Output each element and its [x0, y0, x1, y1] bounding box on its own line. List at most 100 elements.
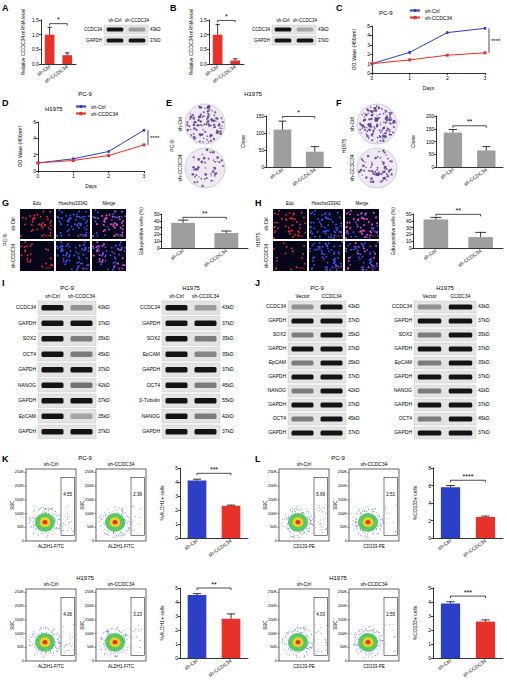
- svg-text:sh-CCDC34: sh-CCDC34: [11, 243, 16, 268]
- svg-text:CCDC34: CCDC34: [84, 27, 103, 32]
- svg-text:3: 3: [367, 42, 370, 48]
- svg-text:sh-Ctrl: sh-Ctrl: [297, 581, 312, 587]
- svg-text:150K: 150K: [268, 497, 278, 502]
- svg-text:50K: 50K: [17, 644, 24, 649]
- svg-text:****: ****: [463, 473, 474, 480]
- svg-text:Merge: Merge: [356, 201, 369, 206]
- svg-text:sh-Ctrl: sh-Ctrl: [422, 248, 438, 261]
- svg-text:SSC: SSC: [10, 500, 15, 510]
- svg-text:1: 1: [428, 641, 431, 647]
- svg-text:1: 1: [72, 173, 75, 179]
- svg-text:37kD: 37kD: [222, 366, 234, 372]
- svg-text:2: 2: [33, 152, 36, 158]
- svg-text:sh-CCDC34: sh-CCDC34: [264, 243, 269, 268]
- svg-text:35kD: 35kD: [348, 359, 360, 365]
- svg-text:ALDH1-FITC: ALDH1-FITC: [108, 664, 135, 669]
- svg-text:37kD: 37kD: [150, 38, 161, 43]
- svg-text:2: 2: [428, 627, 431, 633]
- svg-text:GAPDH: GAPDH: [268, 401, 286, 407]
- svg-text:SOX2: SOX2: [273, 331, 287, 337]
- svg-text:CCDC34: CCDC34: [450, 293, 470, 299]
- svg-text:37kD: 37kD: [98, 397, 110, 403]
- svg-text:sh-CCDC34: sh-CCDC34: [177, 154, 183, 181]
- svg-text:K: K: [2, 454, 9, 464]
- svg-text:100K: 100K: [338, 511, 348, 516]
- svg-text:GAPDH: GAPDH: [394, 429, 412, 435]
- svg-text:Edu: Edu: [33, 201, 42, 206]
- svg-text:2: 2: [446, 75, 449, 81]
- svg-text:C: C: [336, 3, 343, 13]
- svg-text:37kD: 37kD: [98, 428, 110, 434]
- svg-text:****: ****: [150, 135, 160, 141]
- svg-text:sh-Ctrl: sh-Ctrl: [297, 461, 312, 467]
- svg-text:GAPDH: GAPDH: [268, 373, 286, 379]
- svg-text:0: 0: [92, 538, 95, 543]
- svg-text:100K: 100K: [15, 511, 25, 516]
- svg-text:EpCAM: EpCAM: [269, 359, 286, 365]
- svg-text:sh-Ctrl: sh-Ctrl: [44, 581, 59, 587]
- svg-text:200K: 200K: [338, 603, 348, 608]
- svg-text:3: 3: [143, 173, 146, 179]
- svg-text:1: 1: [367, 61, 370, 67]
- svg-text:H1975: H1975: [255, 232, 261, 247]
- svg-text:sh-CCDC34: sh-CCDC34: [108, 581, 135, 587]
- svg-text:H1975: H1975: [341, 138, 347, 153]
- svg-text:50K: 50K: [270, 644, 277, 649]
- svg-text:Vector: Vector: [422, 293, 437, 299]
- svg-text:200K: 200K: [15, 483, 25, 488]
- svg-text:200K: 200K: [338, 483, 348, 488]
- svg-text:H1975: H1975: [329, 575, 347, 581]
- svg-text:GAPDH: GAPDH: [18, 366, 36, 372]
- svg-text:sh-CCDC34: sh-CCDC34: [108, 461, 135, 467]
- svg-text:0: 0: [22, 658, 25, 663]
- svg-text:L: L: [255, 454, 261, 464]
- svg-text:4: 4: [175, 599, 178, 605]
- svg-text:50: 50: [154, 211, 160, 217]
- svg-text:CCDC34: CCDC34: [16, 304, 36, 310]
- svg-text:SOX2: SOX2: [147, 335, 161, 341]
- svg-text:37kD: 37kD: [348, 317, 360, 323]
- svg-text:4: 4: [175, 479, 178, 485]
- svg-text:GAPDH: GAPDH: [268, 429, 286, 435]
- svg-text:40: 40: [154, 218, 160, 224]
- svg-text:3.23: 3.23: [133, 612, 142, 617]
- svg-text:1.5: 1.5: [32, 17, 39, 23]
- svg-text:4: 4: [33, 135, 36, 141]
- svg-text:sh-Ctrl: sh-Ctrl: [439, 167, 455, 180]
- svg-text:37kD: 37kD: [478, 317, 490, 323]
- svg-text:CD133-PE: CD133-PE: [363, 664, 385, 669]
- svg-text:37kD: 37kD: [318, 38, 329, 43]
- svg-text:2: 2: [107, 173, 110, 179]
- svg-text:SSC: SSC: [263, 620, 268, 630]
- svg-text:GAPDH: GAPDH: [394, 345, 412, 351]
- svg-text:%CD133+ cells: %CD133+ cells: [412, 605, 418, 640]
- svg-text:150K: 150K: [338, 617, 348, 622]
- svg-text:37kD: 37kD: [98, 366, 110, 372]
- svg-text:200K: 200K: [85, 483, 95, 488]
- svg-text:3: 3: [175, 613, 178, 619]
- svg-text:45kD: 45kD: [98, 351, 110, 357]
- svg-text:EpCAM: EpCAM: [143, 351, 160, 357]
- svg-text:sh-Ctrl: sh-Ctrl: [349, 117, 355, 132]
- svg-text:A: A: [2, 3, 9, 13]
- svg-text:SSC: SSC: [263, 500, 268, 510]
- svg-text:150K: 150K: [85, 617, 95, 622]
- svg-text:ALDH1-FITC: ALDH1-FITC: [38, 664, 65, 669]
- svg-text:37kD: 37kD: [478, 373, 490, 379]
- svg-text:GAPDH: GAPDH: [142, 320, 160, 326]
- svg-text:H1975: H1975: [244, 91, 262, 97]
- svg-text:F: F: [336, 98, 342, 108]
- svg-text:37kD: 37kD: [348, 345, 360, 351]
- svg-text:Edu: Edu: [286, 201, 295, 206]
- svg-text:SSC: SSC: [80, 500, 85, 510]
- svg-text:**: **: [211, 581, 217, 588]
- svg-text:H1975: H1975: [76, 575, 94, 581]
- svg-text:100: 100: [256, 130, 265, 136]
- svg-text:E: E: [166, 98, 172, 108]
- svg-text:sh-CCDC34: sh-CCDC34: [361, 461, 388, 467]
- svg-text:8: 8: [428, 465, 431, 471]
- svg-text:sh-Ctrl: sh-Ctrl: [183, 538, 199, 551]
- svg-text:50: 50: [259, 147, 265, 153]
- svg-text:43kD: 43kD: [98, 304, 110, 310]
- svg-text:5: 5: [367, 23, 370, 29]
